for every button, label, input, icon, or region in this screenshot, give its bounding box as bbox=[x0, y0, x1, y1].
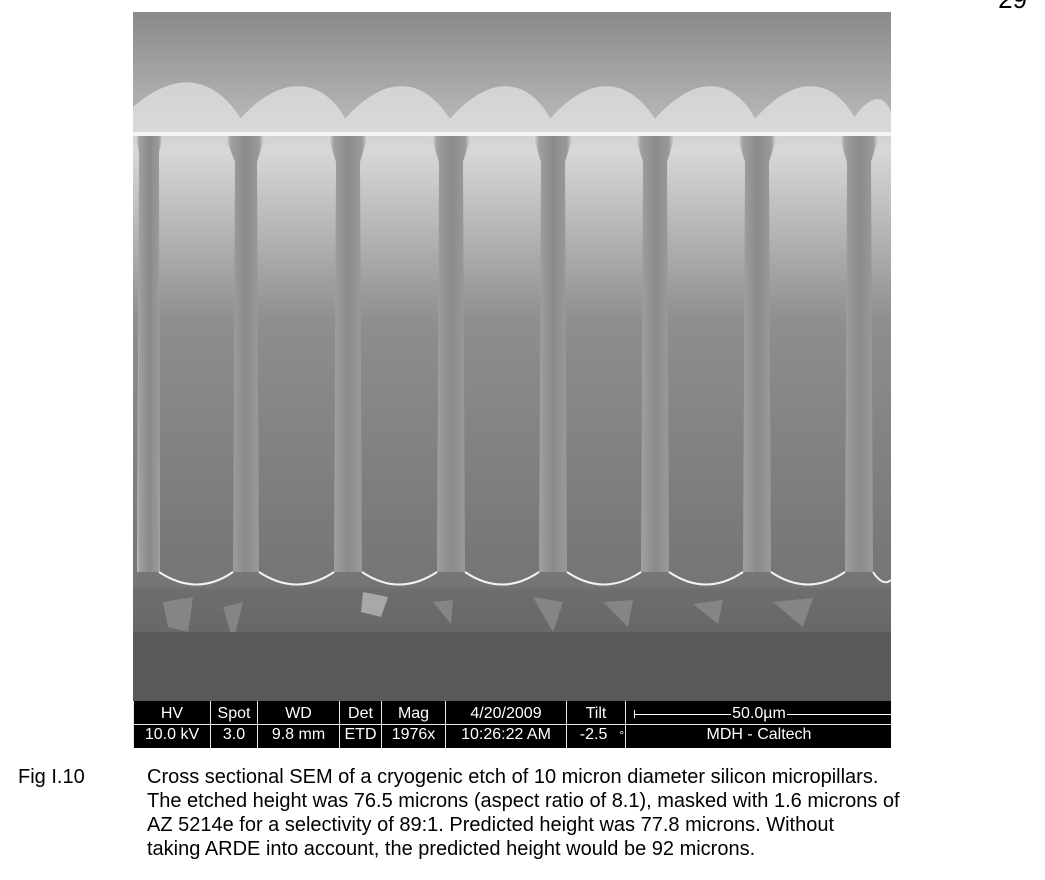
figure-label: Fig I.10 bbox=[18, 766, 85, 788]
databar-col-wd: WD 9.8 mm bbox=[257, 701, 339, 748]
caption-line: Cross sectional SEM of a cryogenic etch … bbox=[147, 766, 879, 788]
databar-col-det: Det ETD bbox=[339, 701, 381, 748]
databar-col-datetime: 4/20/2009 10:26:22 AM bbox=[445, 701, 566, 748]
sem-credit: MDH - Caltech bbox=[706, 726, 812, 743]
databar-value: ETD bbox=[344, 726, 377, 743]
databar-header: Tilt bbox=[585, 705, 607, 722]
databar-header: Det bbox=[348, 705, 373, 722]
caption-line: AZ 5214e for a selectivity of 89:1. Pred… bbox=[147, 814, 835, 836]
databar-value: 9.8 mm bbox=[271, 726, 326, 743]
page-number: 29 bbox=[998, 0, 1027, 12]
caption-line: The etched height was 76.5 microns (aspe… bbox=[147, 790, 900, 812]
tilt-unit: ° bbox=[619, 728, 625, 742]
databar-header: Spot bbox=[217, 705, 251, 722]
databar-value: -2.5 ° bbox=[567, 725, 625, 745]
databar-header: Mag bbox=[397, 705, 430, 722]
sem-micrograph-image bbox=[133, 12, 891, 701]
databar-header: HV bbox=[160, 705, 184, 722]
databar-value: 10:26:22 AM bbox=[461, 726, 551, 743]
databar-col-spot: Spot 3.0 bbox=[210, 701, 257, 748]
databar-value: 3.0 bbox=[222, 726, 246, 743]
scale-bar: 50.0µm MDH - Caltech bbox=[625, 701, 892, 748]
databar-header: WD bbox=[285, 705, 312, 722]
databar-col-mag: Mag 1976x bbox=[381, 701, 445, 748]
sem-databar: HV 10.0 kV Spot 3.0 WD 9.8 mm Det ETD Ma… bbox=[133, 701, 892, 748]
databar-divider bbox=[133, 724, 891, 725]
databar-header: 4/20/2009 bbox=[470, 705, 542, 722]
caption-line: taking ARDE into account, the predicted … bbox=[147, 838, 756, 860]
scale-bar-label: 50.0µm bbox=[731, 705, 787, 722]
databar-col-hv: HV 10.0 kV bbox=[133, 701, 210, 748]
tilt-value: -2.5 bbox=[579, 726, 608, 743]
figure-caption: Cross sectional SEM of a cryogenic etch … bbox=[147, 765, 1037, 861]
databar-value: 10.0 kV bbox=[144, 726, 200, 743]
databar-value: 1976x bbox=[391, 726, 436, 743]
sem-micrograph: HV 10.0 kV Spot 3.0 WD 9.8 mm Det ETD Ma… bbox=[133, 12, 892, 748]
databar-col-tilt: Tilt -2.5 ° bbox=[566, 701, 625, 748]
